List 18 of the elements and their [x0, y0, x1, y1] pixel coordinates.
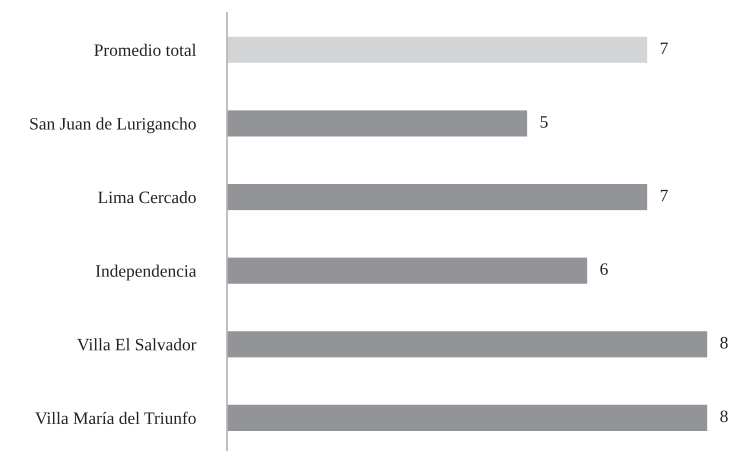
- y-tick-label: Promedio total: [94, 44, 196, 56]
- bar: [227, 331, 708, 358]
- data-label: 8: [720, 410, 728, 422]
- y-tick-label: Lima Cercado: [98, 191, 196, 204]
- data-label: 8: [720, 336, 728, 349]
- bar: [227, 36, 648, 63]
- bar: [227, 110, 528, 136]
- y-tick-label: Independencia: [96, 264, 196, 280]
- data-label: 7: [660, 42, 668, 54]
- y-tick-label: San Juan de Lurigancho: [30, 117, 196, 134]
- bar: [227, 404, 708, 431]
- y-tick-label: Villa El Salvador: [77, 338, 196, 351]
- data-label: 6: [600, 263, 608, 275]
- data-label: 7: [660, 190, 668, 202]
- bar: [227, 184, 648, 210]
- data-label: 5: [540, 116, 548, 128]
- bar: [227, 258, 588, 284]
- y-tick-label: Villa María del Triunfo: [35, 412, 196, 424]
